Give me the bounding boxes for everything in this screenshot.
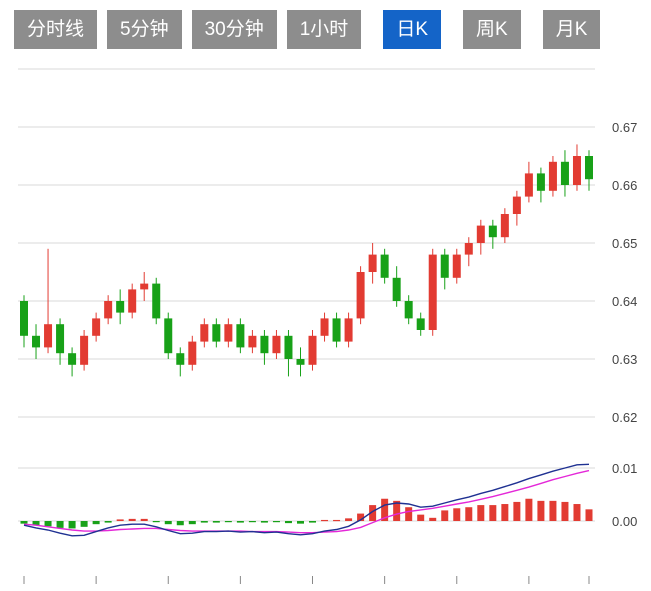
price-axis-label: 0.65 [612, 236, 637, 251]
macd-axis-label: 0.01 [612, 461, 637, 476]
tab-1hour[interactable]: 1小时 [286, 10, 362, 49]
tab-minute-line[interactable]: 分时线 [14, 10, 98, 49]
tab-monthly-k[interactable]: 月K [542, 10, 601, 49]
x-axis-ticks [23, 576, 590, 584]
tab-weekly-k[interactable]: 周K [463, 10, 521, 49]
price-axis-label: 0.63 [612, 352, 637, 367]
chart-period-tabbar: 分时线 5分钟 30分钟 1小时 日K 周K 月K [14, 10, 610, 49]
dif-line [23, 463, 590, 537]
macd-axis-label: 0.00 [612, 514, 637, 529]
price-axis-label: 0.62 [612, 410, 637, 425]
tab-daily-k[interactable]: 日K [383, 10, 441, 49]
tab-5min[interactable]: 5分钟 [107, 10, 182, 49]
price-axis-label: 0.67 [612, 120, 637, 135]
price-axis-label: 0.66 [612, 178, 637, 193]
tab-30min[interactable]: 30分钟 [191, 10, 277, 49]
price-axis-label: 0.64 [612, 294, 637, 309]
dea-line [23, 469, 590, 534]
macd-histogram [20, 498, 593, 529]
candlesticks [20, 144, 593, 377]
gridlines: 0.67 0.66 0.65 0.64 0.63 0.62 0.01 0.00 [18, 68, 637, 529]
